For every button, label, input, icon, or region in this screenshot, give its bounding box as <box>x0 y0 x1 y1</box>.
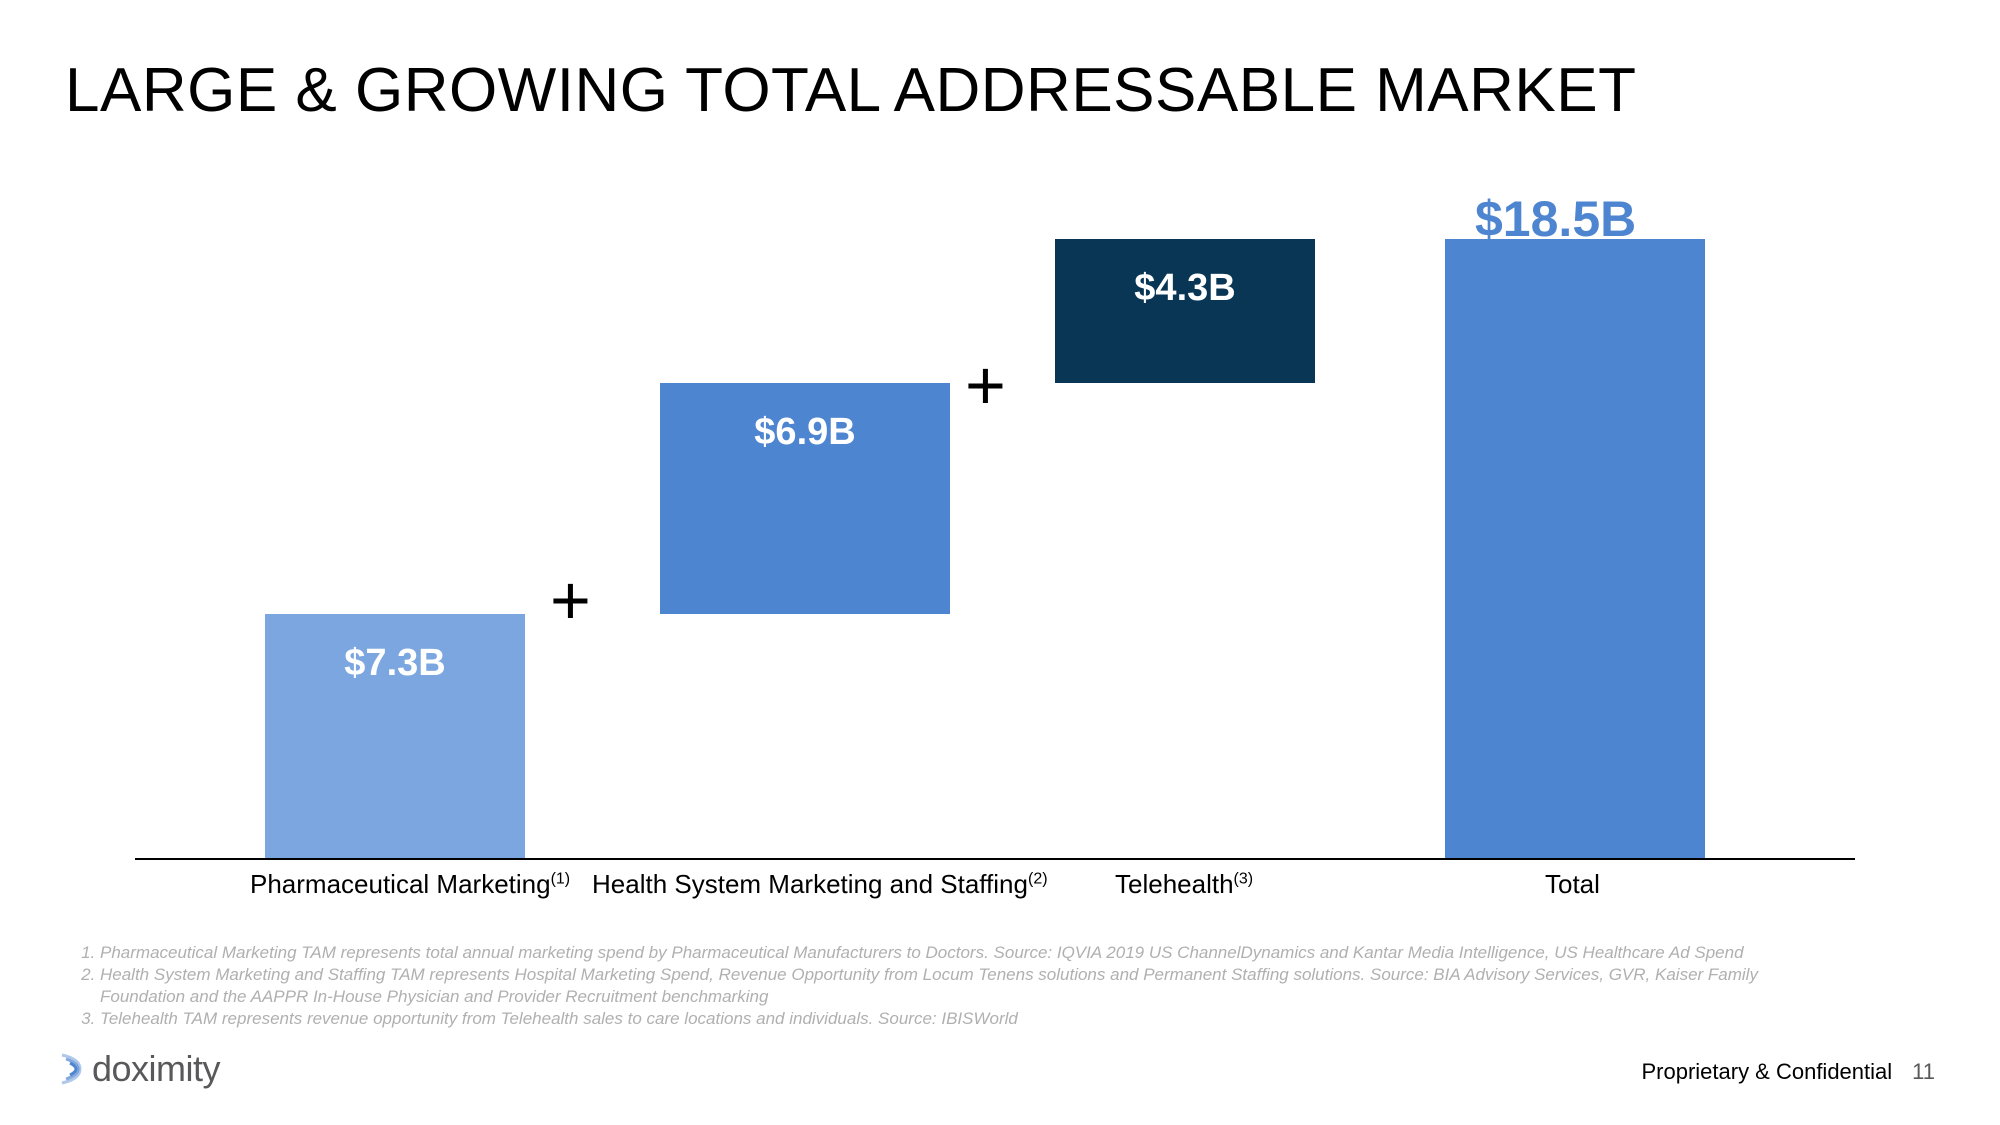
bar-pharma-value: $7.3B <box>344 614 445 685</box>
footnotes: Pharmaceutical Marketing TAM represents … <box>80 942 1780 1030</box>
plus-icon: + <box>550 560 591 640</box>
xlabel-telehealth: Telehealth(3) <box>1115 869 1253 900</box>
footer-right: Proprietary & Confidential 11 <box>1641 1059 1935 1085</box>
plus-icon: + <box>965 345 1006 425</box>
footnote-3: Telehealth TAM represents revenue opport… <box>100 1008 1780 1030</box>
confidential-label: Proprietary & Confidential <box>1641 1059 1892 1085</box>
bar-total <box>1445 239 1705 858</box>
xlabel-health-system: Health System Marketing and Staffing(2) <box>592 869 1048 900</box>
page-number: 11 <box>1912 1059 1935 1085</box>
bar-telehealth: $4.3B <box>1055 239 1315 858</box>
chart-baseline <box>135 858 1855 860</box>
bar-pharma: $7.3B <box>265 614 525 858</box>
logo-text: doximity <box>92 1048 220 1090</box>
bar-telehealth-value: $4.3B <box>1134 239 1235 310</box>
xlabel-pharma: Pharmaceutical Marketing(1) <box>250 869 570 900</box>
bar-health-system: $6.9B <box>660 383 950 858</box>
doximity-logo: doximity <box>60 1048 220 1090</box>
footnote-2: Health System Marketing and Staffing TAM… <box>100 964 1780 1008</box>
footnote-1: Pharmaceutical Marketing TAM represents … <box>100 942 1780 964</box>
xlabel-total: Total <box>1545 869 1600 900</box>
logo-mark-icon <box>60 1053 88 1085</box>
bar-health-system-value: $6.9B <box>754 383 855 454</box>
tam-waterfall-chart: $7.3B $6.9B $4.3B + + $18.5B Pharmaceuti… <box>135 205 1855 885</box>
slide-title: LARGE & GROWING TOTAL ADDRESSABLE MARKET <box>65 55 1637 126</box>
total-value-label: $18.5B <box>1475 190 1636 248</box>
